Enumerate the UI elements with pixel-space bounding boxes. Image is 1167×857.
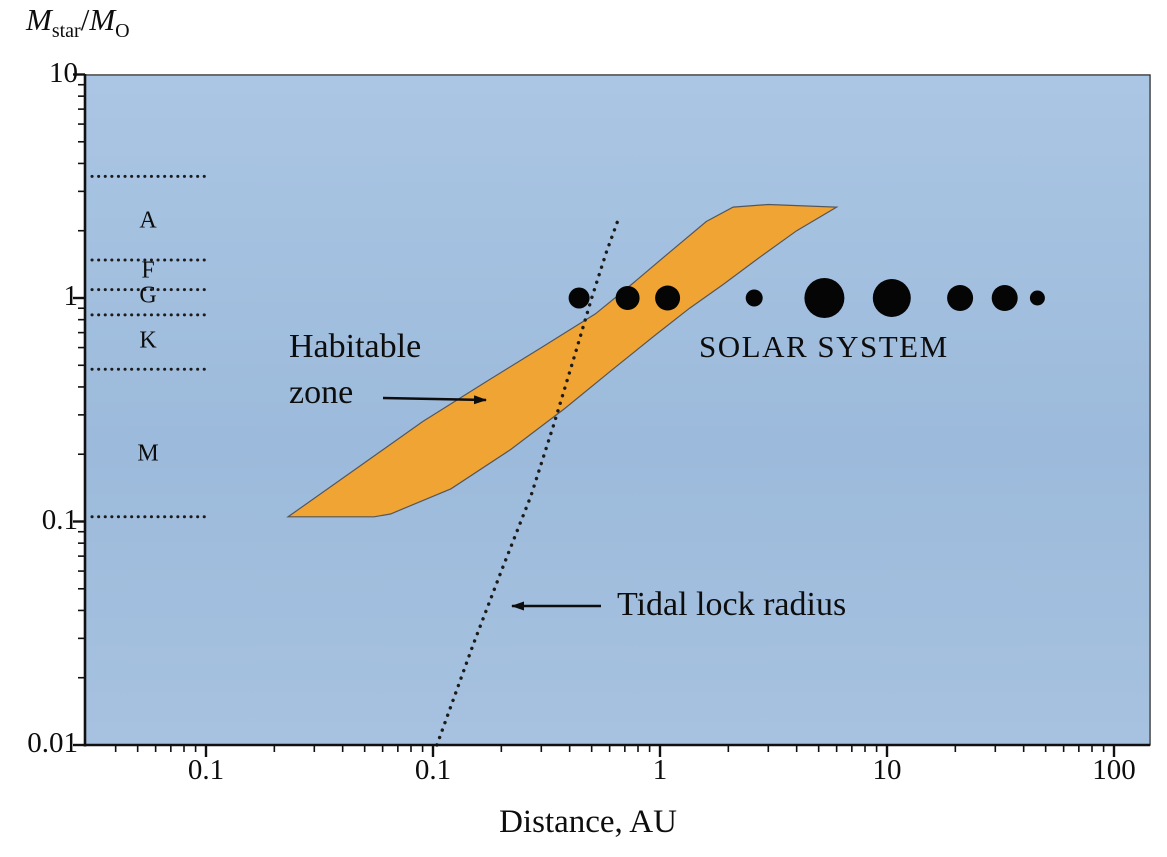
planet-dot-uranus: [947, 285, 974, 311]
x-tick-label: 0.1: [414, 754, 452, 786]
spectral-type-letter-F: F: [141, 257, 155, 284]
planet-dot-pluto: [1029, 290, 1045, 306]
y-title-slash: /: [80, 2, 90, 37]
spectral-type-letter-K: K: [139, 327, 157, 354]
planet-dot-jupiter: [804, 278, 845, 318]
planet-dot-mars: [745, 289, 763, 307]
planet-dot-neptune: [991, 285, 1018, 311]
y-title-symbol-2: M: [89, 2, 116, 37]
y-title-subscript-sun: O: [115, 20, 130, 43]
axis-lines: [83, 74, 1151, 747]
planet-dot-saturn: [872, 279, 911, 317]
x-tick-label: 0.1: [187, 754, 225, 786]
y-axis-title: Mstar/MO: [26, 2, 130, 43]
tidal-lock-label: Tidal lock radius: [617, 586, 847, 623]
tidal-lock-line: [435, 219, 620, 747]
x-axis-title: Distance, AU: [499, 804, 677, 840]
y-tick-label: 0.01: [27, 727, 78, 759]
y-title-subscript-star: star: [51, 20, 81, 43]
spectral-boundary-lines: [90, 174, 208, 519]
annotation-arrows: [382, 395, 601, 611]
habitable-zone-band: [286, 203, 839, 518]
x-tick-label: 1: [652, 754, 668, 786]
habitable-zone-label-line1: Habitable: [289, 328, 422, 365]
x-tick-label: 100: [1092, 754, 1136, 786]
planet-dot-earth: [655, 285, 681, 311]
solar-system-planets: [568, 278, 1045, 318]
planet-dot-mercury: [568, 287, 590, 309]
y-tick-label: 10: [49, 56, 78, 89]
spectral-type-letter-M: M: [137, 440, 159, 467]
plot-area-background: [86, 76, 1149, 745]
planet-dot-venus: [615, 286, 640, 310]
spectral-type-letter-A: A: [139, 207, 157, 234]
y-tick-label: 0.1: [41, 503, 78, 536]
x-tick-label: 10: [872, 754, 902, 786]
habitable-zone-label-line2: zone: [289, 374, 354, 411]
solar-system-label: SOLAR SYSTEM: [699, 329, 949, 364]
spectral-type-letter-G: G: [139, 282, 157, 309]
habitable-zone-label: Habitable zone: [289, 324, 421, 416]
habitable-zone-arrow: [382, 395, 487, 405]
y-tick-label: 1: [63, 280, 79, 312]
y-title-symbol: M: [26, 2, 52, 37]
